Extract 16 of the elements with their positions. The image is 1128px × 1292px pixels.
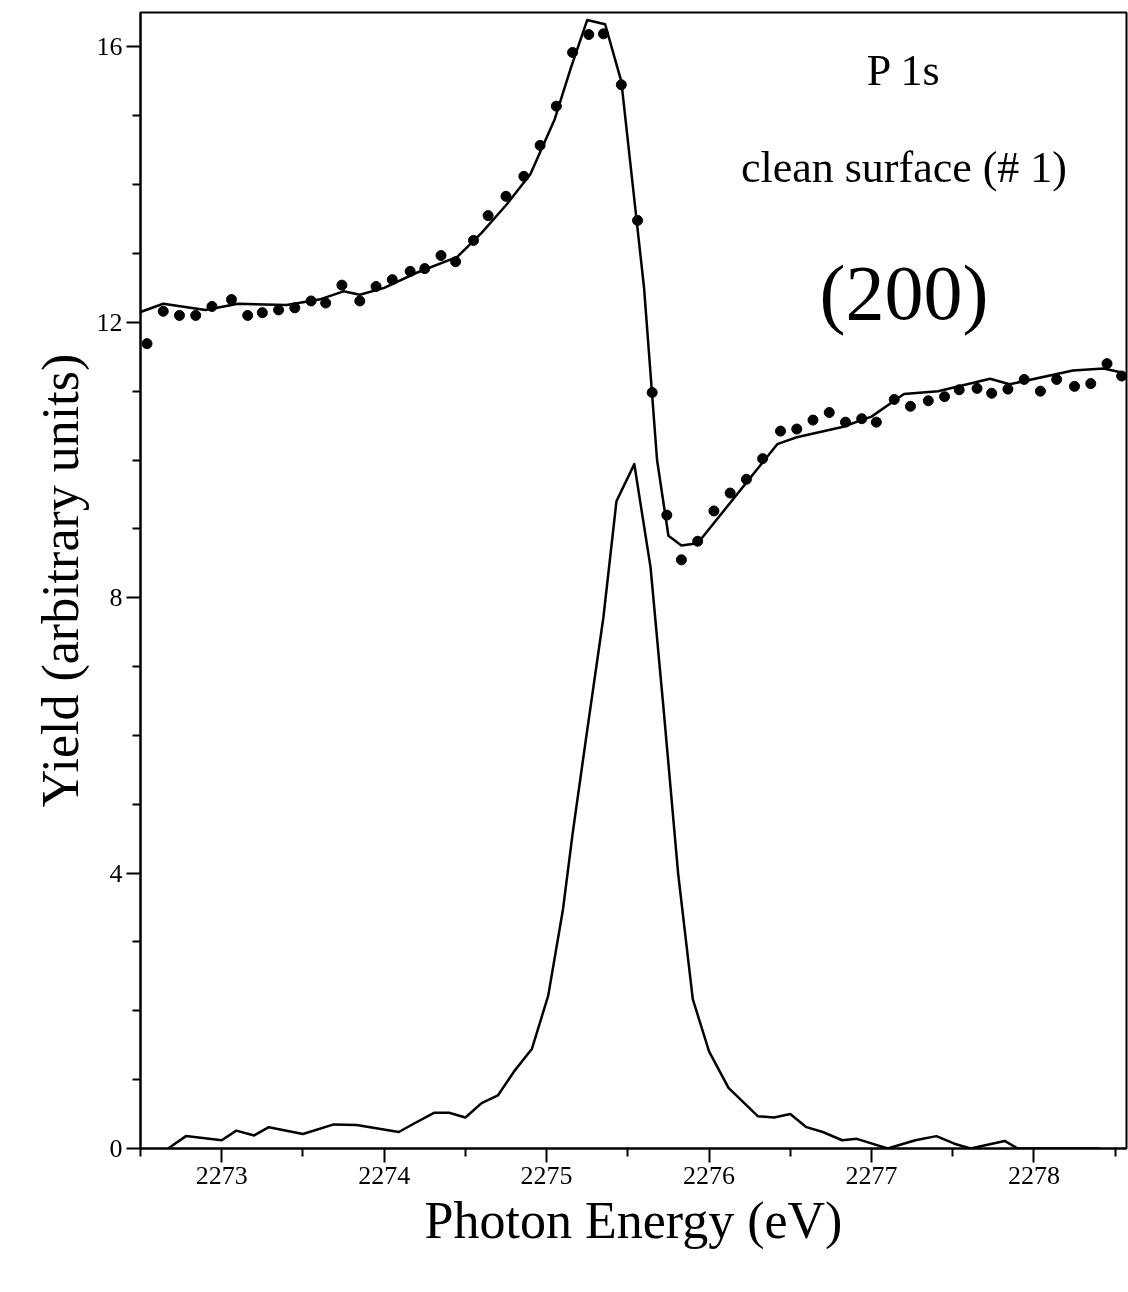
y-tick-label: 4 bbox=[109, 858, 123, 888]
x-tick-label: 2274 bbox=[358, 1160, 411, 1190]
x-axis-title: Photon Energy (eV) bbox=[424, 1191, 843, 1250]
y-tick-label: 12 bbox=[96, 307, 123, 337]
y-tick-label: 16 bbox=[96, 32, 123, 62]
annotation: P 1s bbox=[866, 46, 940, 96]
y-tick-label: 8 bbox=[109, 583, 123, 613]
x-tick-label: 2277 bbox=[845, 1160, 898, 1190]
x-tick-label: 2275 bbox=[520, 1160, 573, 1190]
annotation: (200) bbox=[819, 249, 989, 337]
x-tick-label: 2276 bbox=[683, 1160, 736, 1190]
x-tick-label: 2273 bbox=[195, 1160, 248, 1190]
y-tick-label: 0 bbox=[109, 1134, 123, 1163]
x-tick-label: 2278 bbox=[1007, 1160, 1060, 1190]
annotation: clean surface (# 1) bbox=[740, 142, 1068, 192]
y-axis-title: Yield (arbitrary units) bbox=[31, 353, 90, 808]
